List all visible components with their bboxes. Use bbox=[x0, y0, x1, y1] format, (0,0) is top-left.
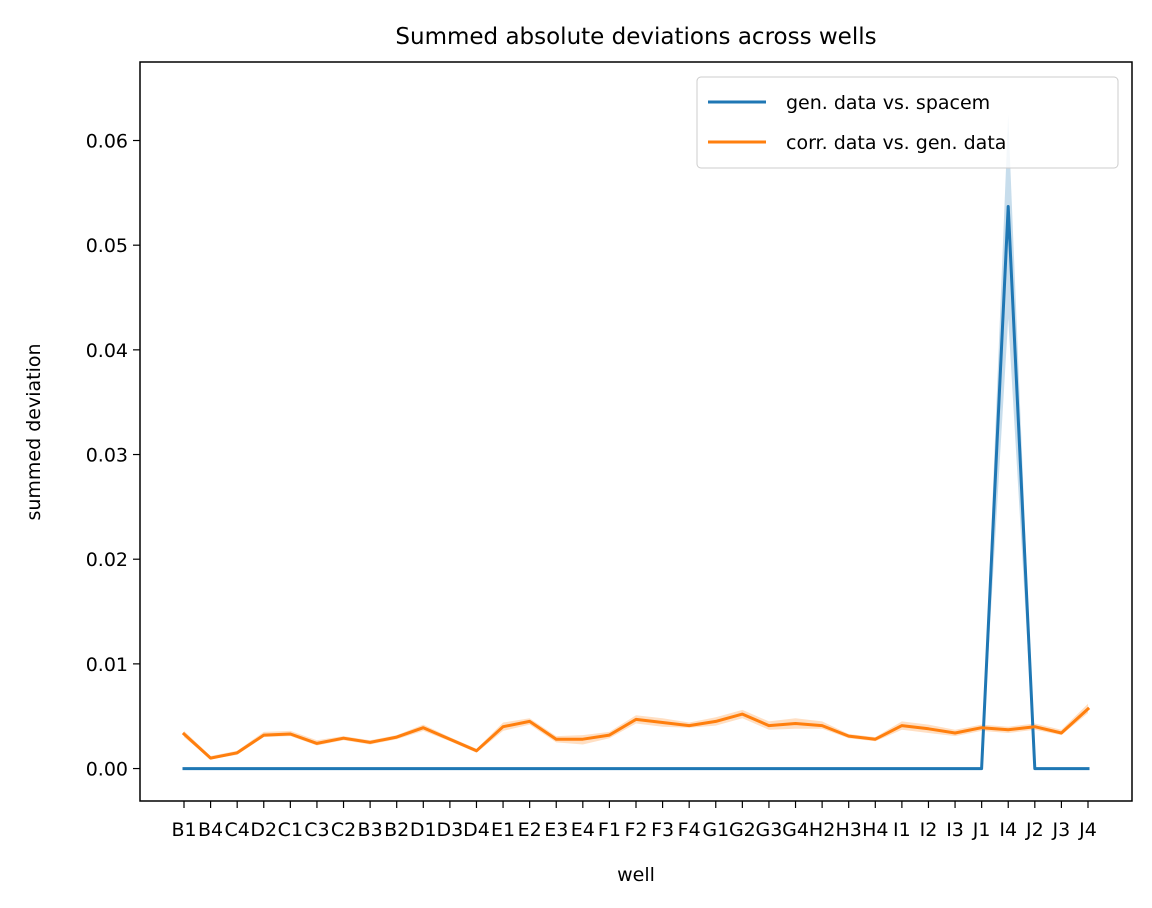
series-2-line bbox=[181, 706, 1091, 760]
legend-label-series-1: gen. data vs. spacem bbox=[786, 92, 990, 114]
y-tick-label: 0.05 bbox=[86, 235, 128, 257]
x-tick-label: G4 bbox=[782, 819, 809, 841]
x-tick-label: F1 bbox=[598, 819, 621, 841]
legend-box bbox=[696, 76, 1119, 169]
x-tick-label: I1 bbox=[893, 819, 911, 841]
y-tick-label: 0.02 bbox=[86, 549, 128, 571]
x-tick-label: F4 bbox=[678, 819, 701, 841]
x-tick-label: B4 bbox=[198, 819, 223, 841]
chart-title: Summed absolute deviations across wells bbox=[395, 24, 876, 50]
x-tick-label: D2 bbox=[250, 819, 277, 841]
x-tick-label: C2 bbox=[331, 819, 356, 841]
x-axis: B1 B4 C4 D2 C1 C3 C2 B3 B2 D1 D3 D4 E1 E2 E3 E4 F1 F2 F3 F4… bbox=[171, 801, 1097, 841]
y-tick-label: 0.06 bbox=[86, 131, 128, 153]
x-tick-label: D3 bbox=[437, 819, 464, 841]
x-tick-label: B1 bbox=[171, 819, 196, 841]
x-tick-label: H3 bbox=[836, 819, 862, 841]
y-axis: 0.00 0.01 0.02 0.03 0.04 0.05 0.06 bbox=[86, 131, 140, 781]
x-tick-label: C3 bbox=[304, 819, 329, 841]
x-tick-label: F2 bbox=[624, 819, 647, 841]
series-1-line bbox=[182, 205, 1090, 771]
y-tick-label: 0.00 bbox=[86, 759, 128, 781]
x-tick-label: F3 bbox=[651, 819, 674, 841]
x-tick-label: I4 bbox=[999, 819, 1017, 841]
x-tick-label: E3 bbox=[544, 819, 568, 841]
plot-area bbox=[181, 114, 1091, 771]
x-axis-title: well bbox=[617, 864, 655, 886]
x-tick-label: J2 bbox=[1025, 819, 1044, 841]
y-tick-label: 0.01 bbox=[86, 654, 128, 676]
x-tick-label: D1 bbox=[410, 819, 437, 841]
x-tick-label: E2 bbox=[518, 819, 542, 841]
y-tick-label: 0.03 bbox=[86, 445, 128, 467]
x-tick-label: G1 bbox=[702, 819, 729, 841]
x-tick-label: C4 bbox=[224, 819, 249, 841]
x-tick-label: G3 bbox=[756, 819, 783, 841]
x-tick-label: I2 bbox=[920, 819, 938, 841]
y-tick-label: 0.04 bbox=[86, 340, 128, 362]
legend: gen. data vs. spacem corr. data vs. gen.… bbox=[696, 76, 1119, 169]
x-tick-label: J4 bbox=[1078, 819, 1097, 841]
x-tick-label: G2 bbox=[729, 819, 756, 841]
x-tick-label: B3 bbox=[358, 819, 383, 841]
x-tick-label: E1 bbox=[491, 819, 515, 841]
x-tick-label: D4 bbox=[463, 819, 490, 841]
x-tick-label: B2 bbox=[384, 819, 409, 841]
x-tick-label: I3 bbox=[946, 819, 964, 841]
y-axis-title: summed deviation bbox=[23, 343, 45, 520]
x-tick-label: J1 bbox=[972, 819, 991, 841]
x-tick-label: H4 bbox=[862, 819, 888, 841]
x-tick-label: E4 bbox=[571, 819, 595, 841]
legend-label-series-2: corr. data vs. gen. data bbox=[786, 132, 1006, 154]
x-tick-label: H2 bbox=[809, 819, 835, 841]
x-tick-label: J3 bbox=[1052, 819, 1071, 841]
x-tick-label: C1 bbox=[278, 819, 303, 841]
